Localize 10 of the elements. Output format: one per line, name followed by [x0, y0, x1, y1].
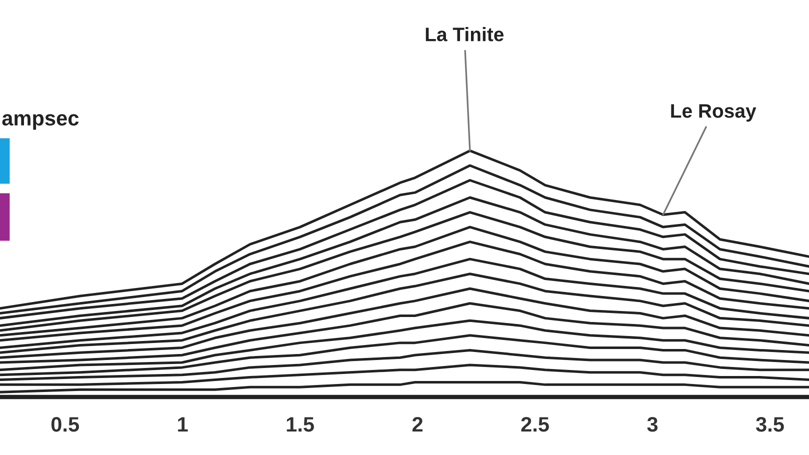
annotation: La Tinite	[426, 27, 504, 42]
x-tick-label: 3.5	[756, 416, 784, 432]
x-tick-label: 1.5	[286, 417, 314, 432]
x-tick-label: 2	[412, 416, 422, 432]
annotation: Le Rosay	[671, 104, 756, 122]
x-tick-label: 0.5	[51, 416, 79, 432]
x-tick-label: 3	[647, 416, 658, 432]
text: ampsec	[2, 114, 79, 130]
x-tick-label: 2.5	[521, 416, 549, 432]
x-tick-label: 1	[178, 417, 188, 432]
